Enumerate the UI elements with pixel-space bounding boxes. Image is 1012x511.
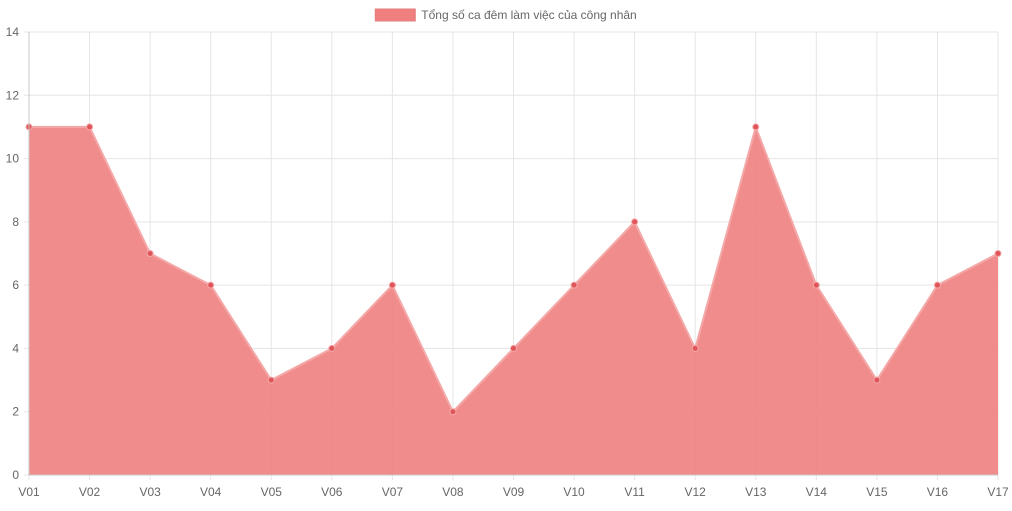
x-tick-label: V04: [200, 485, 222, 499]
x-tick-label: V12: [685, 485, 707, 499]
axes: 0 2 4 6 8 10 12 14 V01 V02 V03 V04 V05 V06 V07 V08 V09 V1…: [6, 25, 1009, 499]
x-tick-label: V06: [321, 485, 343, 499]
x-tick-label: V15: [866, 485, 888, 499]
data-point-v15[interactable]: [873, 376, 881, 384]
y-tick-label: 8: [12, 215, 19, 229]
data-point-v07[interactable]: [388, 281, 396, 289]
x-tick-label: V10: [563, 485, 585, 499]
data-point-v02[interactable]: [86, 123, 94, 131]
data-point-v13[interactable]: [752, 123, 760, 131]
data-point-v10[interactable]: [570, 281, 578, 289]
data-point-v11[interactable]: [631, 218, 639, 226]
x-tick-label: V14: [806, 485, 828, 499]
y-tick-label: 10: [6, 152, 20, 166]
x-tick-label: V17: [987, 485, 1009, 499]
data-point-v05[interactable]: [267, 376, 275, 384]
y-tick-label: 2: [12, 405, 19, 419]
x-tick-label: V09: [503, 485, 525, 499]
data-point-v16[interactable]: [933, 281, 941, 289]
y-tick-label: 12: [6, 88, 20, 102]
x-tick-label: V03: [139, 485, 161, 499]
data-point-v12[interactable]: [691, 344, 699, 352]
data-point-v09[interactable]: [510, 344, 517, 352]
legend-swatch[interactable]: [374, 8, 416, 22]
x-tick-label: V02: [79, 485, 101, 499]
y-tick-label: 4: [12, 341, 19, 355]
x-tick-label: V11: [624, 485, 645, 499]
x-tick-label: V05: [261, 485, 283, 499]
x-tick-label: V16: [927, 485, 949, 499]
data-point-v06[interactable]: [328, 344, 336, 352]
data-point-v03[interactable]: [146, 250, 154, 257]
data-point-v04[interactable]: [207, 281, 215, 289]
x-tick-label: V13: [745, 485, 767, 499]
data-point-v08[interactable]: [449, 408, 457, 416]
x-tick-label: V08: [442, 485, 464, 499]
legend[interactable]: Tổng số ca đêm làm việc của công nhân: [374, 8, 637, 22]
data-points-layer: [25, 123, 1002, 416]
data-point-v17[interactable]: [994, 250, 1002, 257]
y-tick-label: 6: [12, 278, 19, 292]
y-tick-label: 14: [6, 25, 20, 39]
legend-label[interactable]: Tổng số ca đêm làm việc của công nhân: [421, 8, 636, 22]
x-tick-label: V01: [18, 485, 40, 499]
y-tick-label: 0: [12, 468, 19, 482]
data-point-v14[interactable]: [812, 281, 820, 289]
x-tick-label: V07: [382, 485, 404, 499]
area-fill: [29, 126, 998, 475]
